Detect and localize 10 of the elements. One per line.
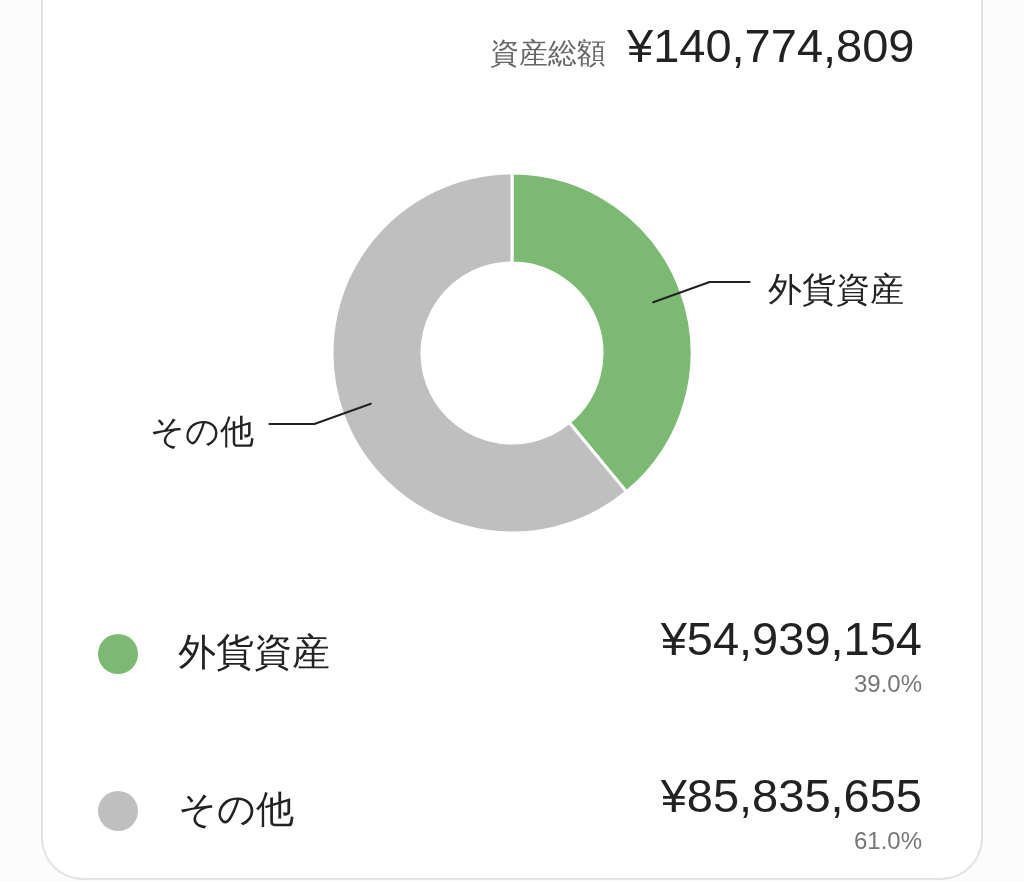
data-label: ¥85,835,655 bbox=[659, 769, 922, 822]
text: 39.0% bbox=[853, 670, 922, 697]
legend-label: その他 bbox=[178, 788, 294, 830]
slice-label: その他 bbox=[150, 411, 255, 450]
slice-label: 外貨資産 bbox=[767, 270, 904, 309]
text: 61.0% bbox=[853, 827, 922, 854]
legend-label: 外貨資産 bbox=[178, 631, 330, 673]
chart-subtitle: ¥140,774,809 bbox=[626, 19, 915, 72]
chart-title: 資産総額 bbox=[490, 37, 606, 69]
data-label: ¥54,939,154 bbox=[659, 612, 922, 665]
